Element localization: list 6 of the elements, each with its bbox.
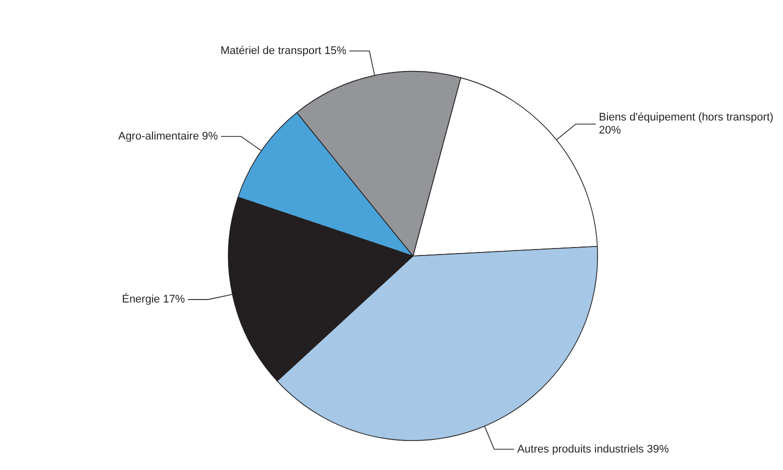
slice-label: Matériel de transport 15%	[220, 45, 347, 58]
data-label: 20%	[598, 124, 622, 137]
slice-label: Biens d'équipement (hors transport)	[598, 112, 774, 124]
slice-label: Énergie 17%	[122, 292, 186, 306]
slice-label: Autres produits industriels 39%	[517, 443, 670, 456]
slice-label: Agro-alimentaire 9%	[118, 130, 218, 142]
